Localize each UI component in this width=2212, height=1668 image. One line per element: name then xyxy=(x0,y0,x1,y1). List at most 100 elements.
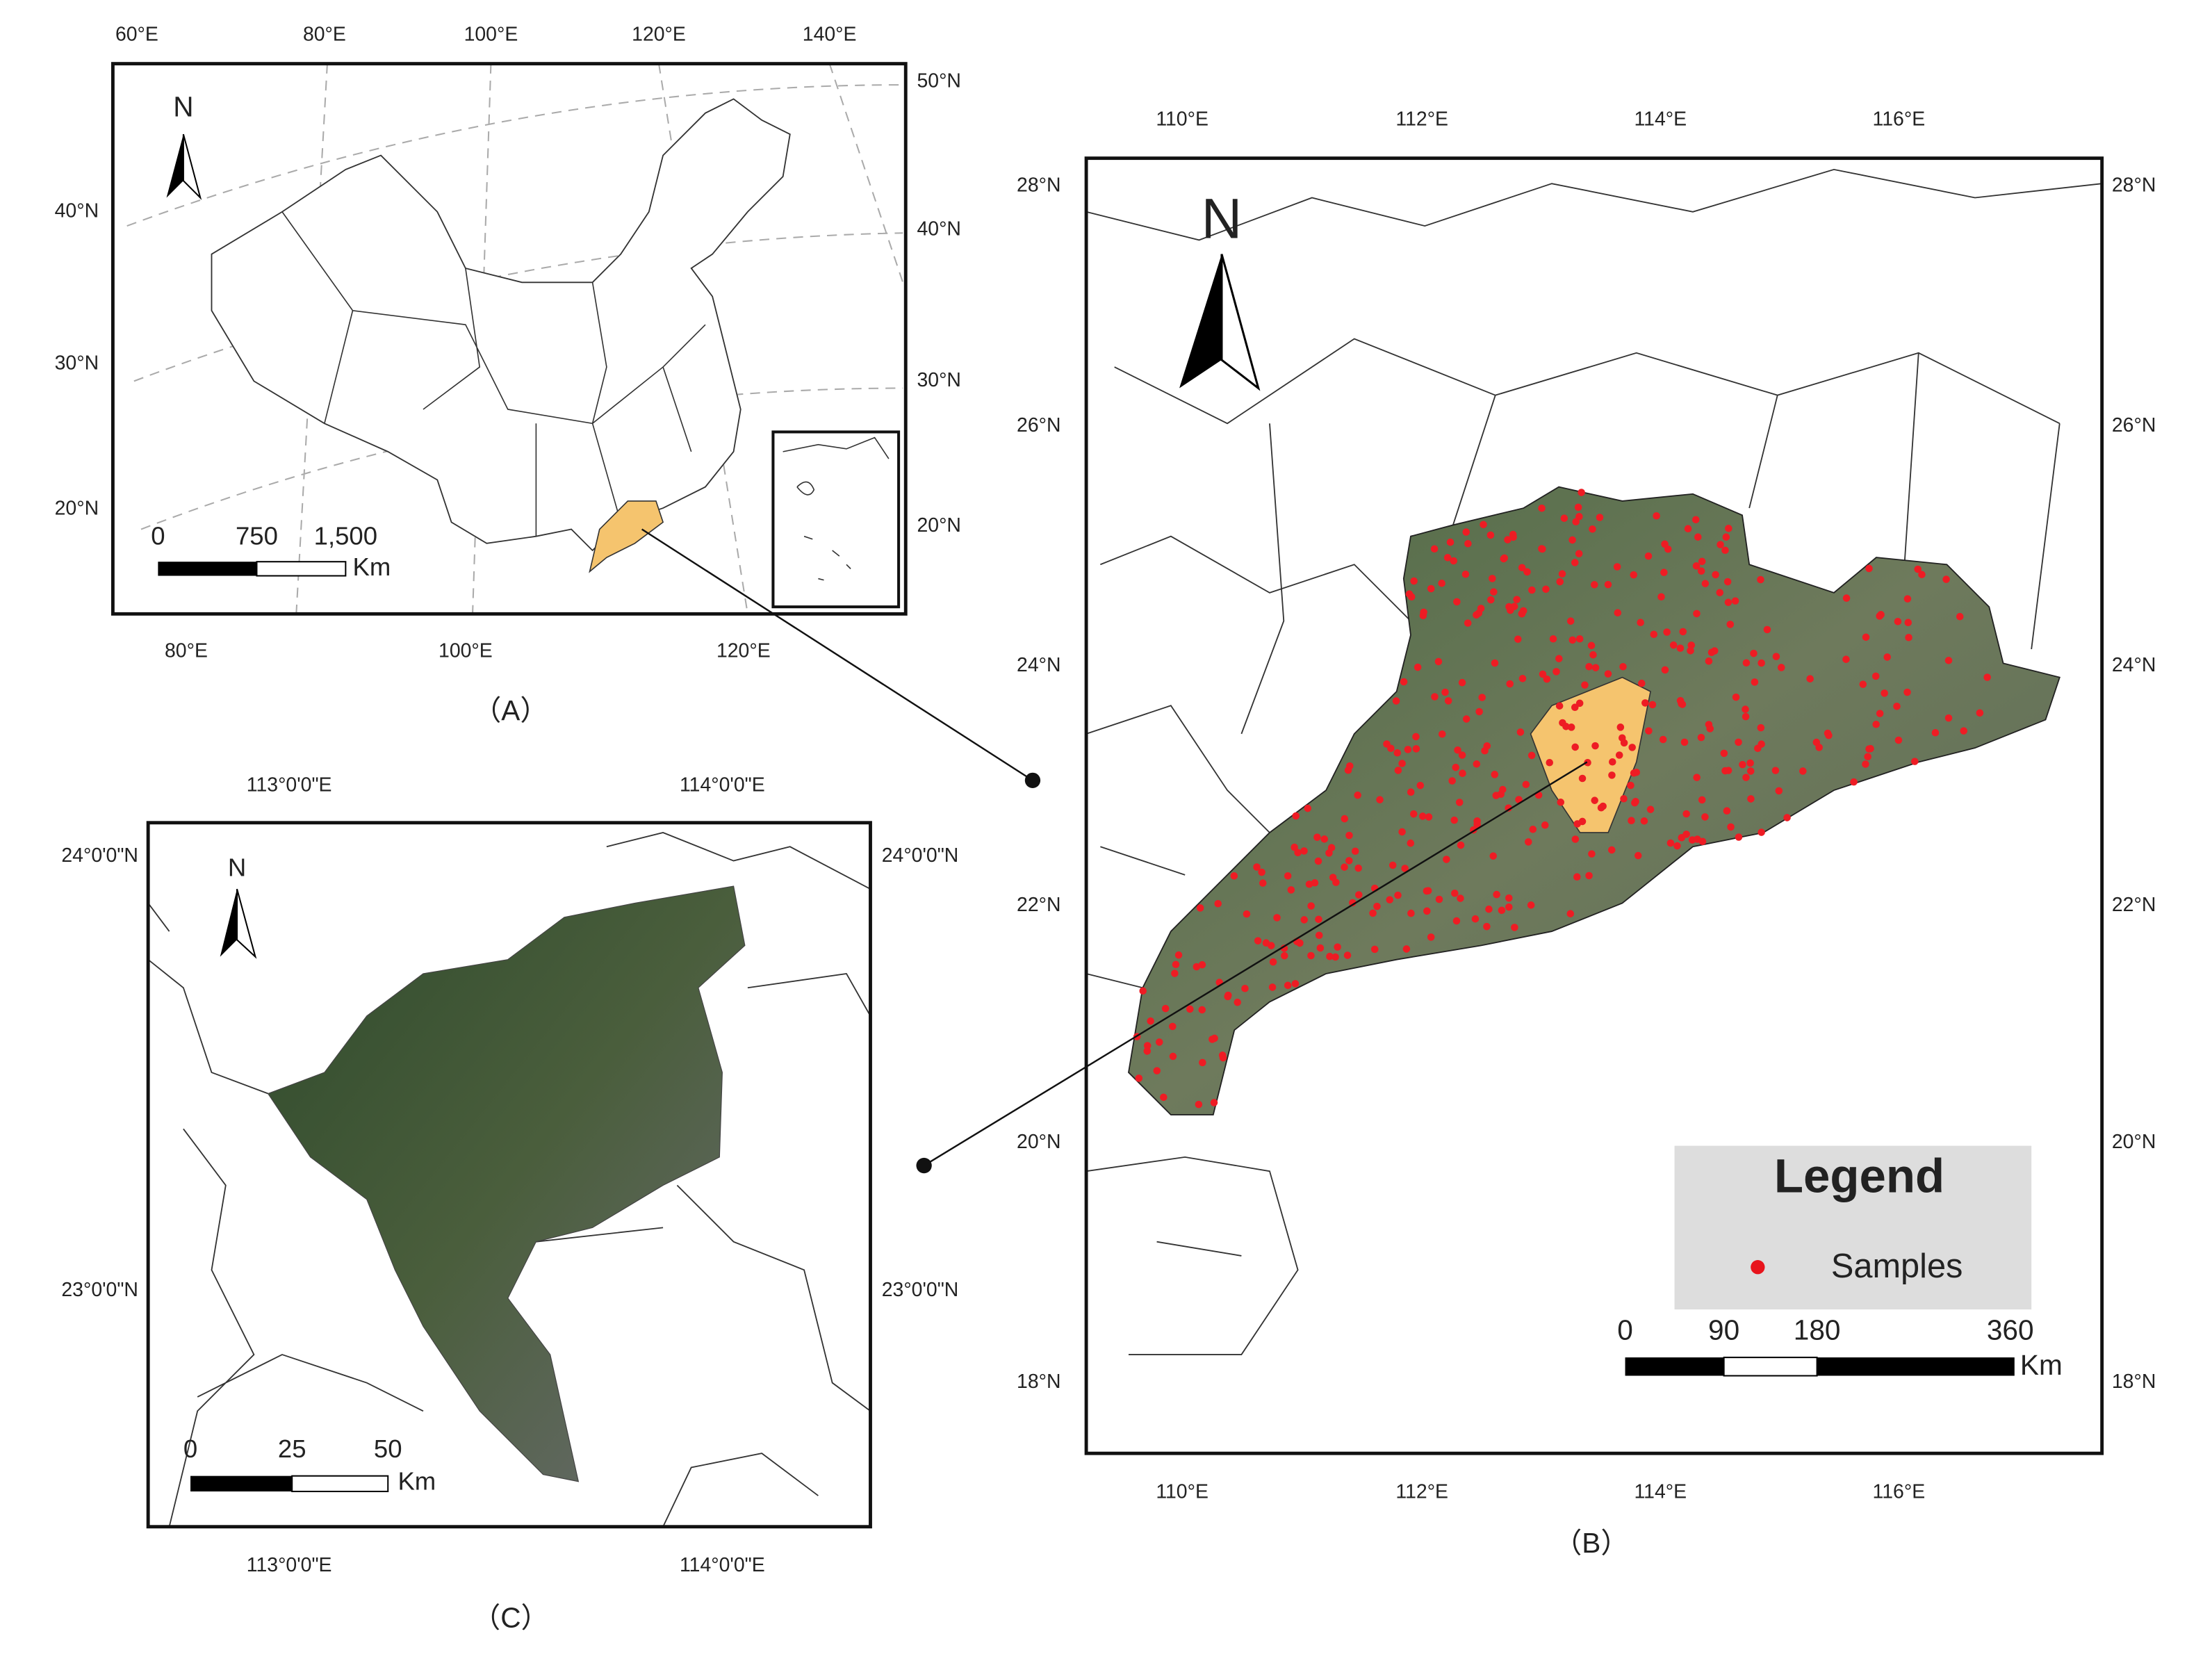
sample-point xyxy=(1712,571,1719,579)
sample-point xyxy=(1195,1100,1203,1109)
sample-point xyxy=(1332,878,1340,886)
sample-point xyxy=(1346,762,1354,770)
sample-point xyxy=(1692,562,1701,570)
sample-point xyxy=(1485,905,1493,913)
panel-c xyxy=(146,821,872,1529)
top-tick-label: 110°E xyxy=(1156,108,1209,130)
sample-point xyxy=(1434,657,1443,666)
sample-point xyxy=(1441,688,1449,696)
sample-point xyxy=(1490,588,1498,596)
sample-point xyxy=(1143,1042,1152,1049)
sample-point xyxy=(1697,567,1705,575)
sample-point xyxy=(1903,688,1911,696)
samples xyxy=(1133,489,1991,1109)
sample-point xyxy=(1620,739,1628,747)
sample-point xyxy=(1630,571,1637,579)
sample-point xyxy=(1960,727,1968,735)
sample-point xyxy=(1172,960,1180,969)
sample-point xyxy=(1608,758,1616,766)
north-label: N xyxy=(173,90,193,122)
sample-point xyxy=(1527,751,1536,760)
sample-point xyxy=(1423,887,1431,895)
sample-point xyxy=(1757,575,1764,584)
sample-point xyxy=(1475,610,1483,617)
sample-point xyxy=(1903,595,1912,603)
sample-point xyxy=(1230,872,1238,880)
sample-point xyxy=(1438,730,1446,738)
sample-point xyxy=(1679,628,1687,636)
sample-point xyxy=(1585,662,1593,671)
sample-point xyxy=(1453,598,1461,606)
sample-point xyxy=(1281,951,1288,960)
bottom-tick-label: 112°E xyxy=(1395,1480,1448,1503)
sample-point xyxy=(1313,833,1321,841)
sample-point xyxy=(1489,575,1496,582)
sample-point xyxy=(1914,565,1922,573)
right-tick-label: 40°N xyxy=(917,218,960,240)
sample-point xyxy=(1515,796,1523,803)
sample-point xyxy=(1354,864,1362,872)
sample-point xyxy=(1731,597,1739,605)
scale-label: 0 xyxy=(1617,1314,1633,1346)
sample-point xyxy=(1931,728,1940,737)
sample-point xyxy=(1669,641,1678,649)
bottom-tick-label: 80°E xyxy=(165,640,208,662)
scale-label: 750 xyxy=(236,521,278,550)
sample-point xyxy=(1557,799,1565,806)
sample-point xyxy=(1799,767,1807,775)
sample-point xyxy=(1510,603,1518,610)
sample-point xyxy=(1865,564,1873,573)
sample-point xyxy=(1543,675,1551,683)
sample-point xyxy=(1491,659,1499,667)
sample-point xyxy=(1416,781,1425,790)
sample-point xyxy=(1291,980,1300,988)
left-tick-label: 23°0'0"N xyxy=(61,1279,138,1301)
sample-point xyxy=(1345,831,1353,840)
sample-point xyxy=(1314,857,1322,865)
panel-label: （B） xyxy=(1554,1527,1629,1559)
sample-point xyxy=(1558,570,1566,578)
sample-point xyxy=(1500,554,1509,562)
sample-point xyxy=(1638,679,1646,687)
sample-point xyxy=(1186,1005,1194,1013)
sample-point xyxy=(1812,738,1821,746)
sample-point xyxy=(1894,618,1902,626)
sample-point xyxy=(1739,760,1746,769)
sample-point xyxy=(1273,914,1281,922)
sample-point xyxy=(1394,891,1402,899)
sample-point xyxy=(1193,963,1201,971)
sample-point xyxy=(1591,796,1598,804)
north-arrow xyxy=(236,888,257,959)
sample-point xyxy=(1541,821,1549,829)
sample-point xyxy=(1294,849,1302,857)
sample-point xyxy=(1758,828,1765,836)
sample-point xyxy=(1758,740,1765,748)
scale-bar xyxy=(256,561,347,577)
sample-point xyxy=(1876,710,1884,717)
sample-point xyxy=(1461,571,1470,578)
sample-point xyxy=(1571,835,1580,843)
sample-point xyxy=(1388,861,1397,869)
sample-point xyxy=(1443,554,1452,562)
sample-point xyxy=(1894,736,1903,744)
sample-point xyxy=(1613,563,1621,571)
sample-point xyxy=(1641,699,1649,707)
sample-point xyxy=(1499,785,1507,794)
sample-point xyxy=(1581,681,1589,689)
sample-point xyxy=(1630,769,1638,777)
top-tick-label: 80°E xyxy=(303,24,346,46)
left-tick-label: 26°N xyxy=(1017,414,1060,436)
sample-point xyxy=(1783,814,1791,821)
sample-point xyxy=(1139,987,1147,995)
top-tick-label: 116°E xyxy=(1873,108,1926,130)
sample-point xyxy=(1398,828,1406,836)
sample-point xyxy=(1410,577,1418,585)
sample-point xyxy=(1904,619,1912,626)
top-tick-label: 120°E xyxy=(632,24,686,46)
sample-point xyxy=(1392,697,1400,705)
scale-label: 360 xyxy=(1987,1314,2034,1346)
sample-point xyxy=(1905,633,1912,641)
sample-point xyxy=(1707,648,1716,657)
sample-point xyxy=(1751,678,1759,686)
sample-point xyxy=(1944,657,1953,664)
